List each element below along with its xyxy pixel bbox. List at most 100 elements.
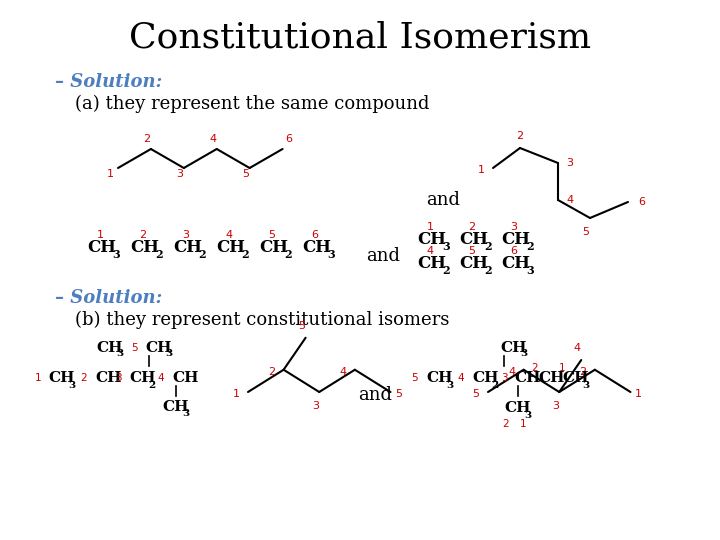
Text: 3: 3	[510, 222, 518, 232]
Text: 4: 4	[426, 246, 433, 256]
Text: CH: CH	[418, 232, 446, 248]
Text: 2: 2	[241, 248, 249, 260]
Text: 5: 5	[269, 230, 276, 240]
Text: CH: CH	[500, 341, 526, 355]
Text: 4: 4	[574, 343, 581, 353]
Text: CH: CH	[459, 255, 488, 273]
Text: 2: 2	[503, 419, 509, 429]
Text: 3: 3	[114, 373, 121, 383]
Text: CH: CH	[426, 371, 452, 385]
Text: 3: 3	[182, 409, 189, 418]
Text: 4: 4	[567, 195, 574, 205]
Text: 5: 5	[242, 169, 249, 179]
Text: 4: 4	[458, 373, 464, 383]
Text: – Solution:: – Solution:	[55, 73, 162, 91]
Text: CH: CH	[504, 401, 531, 415]
Text: 3: 3	[182, 230, 189, 240]
Text: 3: 3	[552, 401, 559, 411]
Text: CH: CH	[174, 240, 202, 256]
Text: 3: 3	[521, 349, 528, 359]
Text: 2: 2	[81, 373, 87, 383]
Text: 5: 5	[298, 321, 305, 330]
Text: 2: 2	[140, 230, 147, 240]
Text: 3: 3	[176, 169, 184, 179]
Text: 3: 3	[327, 248, 335, 260]
Text: CH: CH	[472, 371, 498, 385]
Text: CH: CH	[172, 371, 199, 385]
Text: CH: CH	[514, 371, 541, 385]
Text: 3: 3	[312, 401, 319, 411]
Text: and: and	[426, 191, 460, 209]
Text: and: and	[358, 386, 392, 404]
Text: CH: CH	[259, 240, 289, 256]
Text: 2: 2	[143, 134, 150, 144]
Text: 2: 2	[198, 248, 206, 260]
Text: 3: 3	[500, 373, 508, 383]
Text: 3: 3	[68, 381, 76, 389]
Text: 3: 3	[446, 381, 454, 389]
Text: 2: 2	[526, 240, 534, 252]
Text: 5: 5	[395, 389, 402, 399]
Text: 2: 2	[156, 248, 163, 260]
Text: 5: 5	[131, 343, 138, 353]
Text: 3: 3	[117, 349, 124, 359]
Text: 3: 3	[112, 248, 120, 260]
Text: CH: CH	[162, 400, 189, 414]
Text: CH: CH	[129, 371, 156, 385]
Text: 1: 1	[233, 389, 240, 399]
Text: 1: 1	[520, 419, 526, 429]
Text: 4: 4	[158, 373, 164, 383]
Text: 2: 2	[442, 265, 450, 275]
Text: 5: 5	[582, 227, 590, 237]
Text: CH: CH	[48, 371, 74, 385]
Text: 6: 6	[312, 230, 318, 240]
Text: 2: 2	[284, 248, 292, 260]
Text: CH: CH	[418, 255, 446, 273]
Text: CH: CH	[217, 240, 246, 256]
Text: 3: 3	[526, 265, 534, 275]
Text: 1: 1	[477, 165, 485, 175]
Text: 2: 2	[268, 367, 275, 377]
Text: (a) they represent the same compound: (a) they represent the same compound	[75, 95, 430, 113]
Text: 4: 4	[225, 230, 233, 240]
Text: 2: 2	[580, 367, 586, 377]
Text: 1: 1	[426, 222, 433, 232]
Text: 2: 2	[491, 381, 499, 389]
Text: 2: 2	[484, 265, 492, 275]
Text: CH: CH	[95, 371, 122, 385]
Text: CH: CH	[459, 232, 488, 248]
Text: 3: 3	[582, 381, 590, 389]
Text: 2: 2	[516, 131, 523, 141]
Text: 1: 1	[35, 373, 41, 383]
Text: 3: 3	[524, 410, 531, 420]
Text: and: and	[366, 247, 400, 265]
Text: 4: 4	[210, 134, 216, 144]
Text: 2: 2	[148, 381, 156, 389]
Text: – Solution:: – Solution:	[55, 289, 162, 307]
Text: 4: 4	[508, 367, 516, 377]
Text: 1: 1	[559, 363, 565, 373]
Text: 2: 2	[484, 240, 492, 252]
Text: 3: 3	[567, 158, 574, 168]
Text: 3: 3	[442, 240, 450, 252]
Text: CH: CH	[502, 232, 531, 248]
Text: CH: CH	[145, 341, 171, 355]
Text: 6: 6	[639, 197, 646, 207]
Text: 6: 6	[510, 246, 518, 256]
Text: 5: 5	[472, 389, 480, 399]
Text: 2: 2	[469, 222, 476, 232]
Text: CH: CH	[562, 371, 588, 385]
Text: CH: CH	[538, 371, 564, 385]
Text: 1: 1	[107, 169, 114, 179]
Text: 3: 3	[166, 349, 173, 359]
Text: CH: CH	[502, 255, 531, 273]
Text: 5: 5	[469, 246, 475, 256]
Text: (b) they represent constitutional isomers: (b) they represent constitutional isomer…	[75, 311, 449, 329]
Text: CH: CH	[130, 240, 160, 256]
Text: 4: 4	[339, 367, 346, 377]
Text: CH: CH	[96, 341, 122, 355]
Text: 5: 5	[412, 373, 418, 383]
Text: 6: 6	[285, 134, 292, 144]
Text: 1: 1	[96, 230, 104, 240]
Text: CH: CH	[88, 240, 117, 256]
